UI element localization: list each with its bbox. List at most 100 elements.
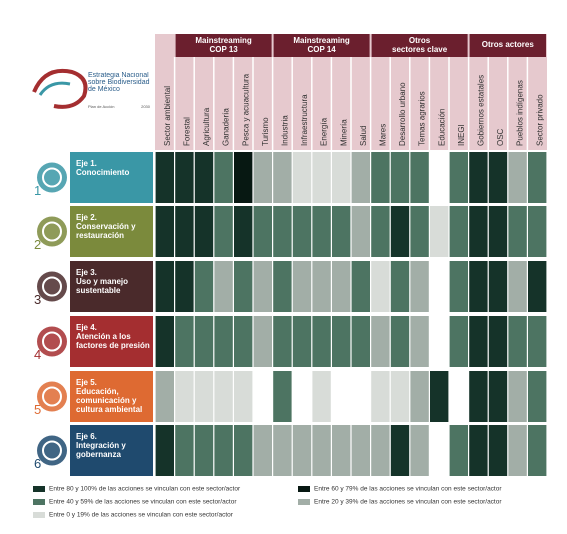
axis-icon <box>37 271 67 302</box>
cell <box>469 371 488 422</box>
cell <box>371 206 390 257</box>
cell <box>332 371 351 422</box>
group-label: Otros sectores clave <box>392 36 448 54</box>
cell <box>528 206 547 257</box>
cell <box>312 261 331 312</box>
cell <box>469 152 488 203</box>
cell <box>430 152 449 203</box>
cell <box>234 316 253 367</box>
axis-name-box: Uso y manejo sustentable <box>76 277 129 295</box>
cell <box>292 371 312 422</box>
axis-name-box: Educación, comunicación y cultura ambien… <box>76 387 143 414</box>
group-label: Mainstreaming COP 13 <box>195 36 252 54</box>
cell <box>175 425 194 476</box>
axis-name: Uso y manejo sustentable <box>76 277 129 295</box>
cell <box>430 316 449 367</box>
logo-year: 2030 <box>141 104 151 109</box>
axis-label: Eje 6. <box>76 432 97 441</box>
cell <box>371 425 390 476</box>
legend-swatch <box>33 486 45 492</box>
cell <box>528 425 547 476</box>
cell <box>449 206 468 257</box>
group-header <box>273 34 370 57</box>
column-label: Ganadería <box>222 108 231 146</box>
cell <box>410 371 429 422</box>
cell <box>449 261 468 312</box>
cell <box>528 371 547 422</box>
axis-number: 5 <box>34 402 41 417</box>
axis-panel <box>70 206 153 257</box>
cell <box>371 152 390 203</box>
cell <box>312 152 331 203</box>
group-label: Mainstreaming COP 14 <box>293 36 350 54</box>
logo-subtitle: Plan de Acción <box>88 104 114 109</box>
cell <box>410 425 429 476</box>
cell <box>351 206 370 257</box>
cell <box>253 316 272 367</box>
axis-icon-detail <box>42 440 62 461</box>
axis-panel <box>70 425 153 476</box>
cell <box>508 152 527 203</box>
cell <box>234 371 253 422</box>
axis-icon-detail <box>42 276 62 297</box>
cell <box>273 206 292 257</box>
cell <box>430 425 449 476</box>
column-label: Turismo <box>261 117 270 146</box>
cell <box>292 261 312 312</box>
cell <box>508 206 527 257</box>
axis-icon-detail <box>42 386 62 407</box>
axis-number: 6 <box>34 456 41 471</box>
cell <box>508 425 527 476</box>
cell <box>155 206 174 257</box>
cell <box>390 206 410 257</box>
axis-name-box: Conservación y restauración <box>76 222 136 240</box>
cell <box>390 261 410 312</box>
axis-name: Conocimiento <box>76 168 130 177</box>
column-label: Gobiernos estatales <box>477 75 486 146</box>
cell <box>449 316 468 367</box>
cell <box>155 316 174 367</box>
cell <box>273 425 292 476</box>
cell <box>488 425 508 476</box>
axis-icon <box>37 326 67 357</box>
cell <box>214 152 233 203</box>
cell <box>234 261 253 312</box>
axis-name: Educación, comunicación y cultura ambien… <box>76 387 143 414</box>
cell <box>508 316 527 367</box>
cell <box>253 425 272 476</box>
cell <box>175 371 194 422</box>
cell <box>234 425 253 476</box>
logo-text: Estrategia Nacional sobre Biodiversidad … <box>88 72 149 93</box>
cell <box>430 206 449 257</box>
cell <box>253 371 272 422</box>
cell <box>332 316 351 367</box>
logo-mark <box>32 69 88 109</box>
cell <box>528 261 547 312</box>
group-label: Otros actores <box>482 40 535 49</box>
legend-swatch <box>33 512 45 518</box>
cell <box>155 152 174 203</box>
column-label: Educación <box>437 109 446 146</box>
column-label: Minería <box>339 119 348 146</box>
cell <box>430 261 449 312</box>
cell <box>469 316 488 367</box>
cell <box>253 206 272 257</box>
cell <box>508 371 527 422</box>
axis-name: Atención a los factores de presión <box>76 332 150 350</box>
cell <box>312 316 331 367</box>
cell <box>430 371 449 422</box>
column-label: Forestal <box>183 117 192 146</box>
column-label: Mares <box>379 124 388 146</box>
cell <box>175 152 194 203</box>
cell <box>528 316 547 367</box>
group-label-line: Otros <box>409 36 431 45</box>
cell <box>332 206 351 257</box>
axis-label: Eje 2. <box>76 213 97 222</box>
group-header <box>371 34 468 57</box>
column-label: Temas agrarios <box>418 91 427 146</box>
cell <box>253 261 272 312</box>
cell <box>194 316 214 367</box>
legend-label: Entre 40 y 59% de las acciones se vincul… <box>49 499 237 506</box>
axis-icon-detail <box>42 331 62 352</box>
